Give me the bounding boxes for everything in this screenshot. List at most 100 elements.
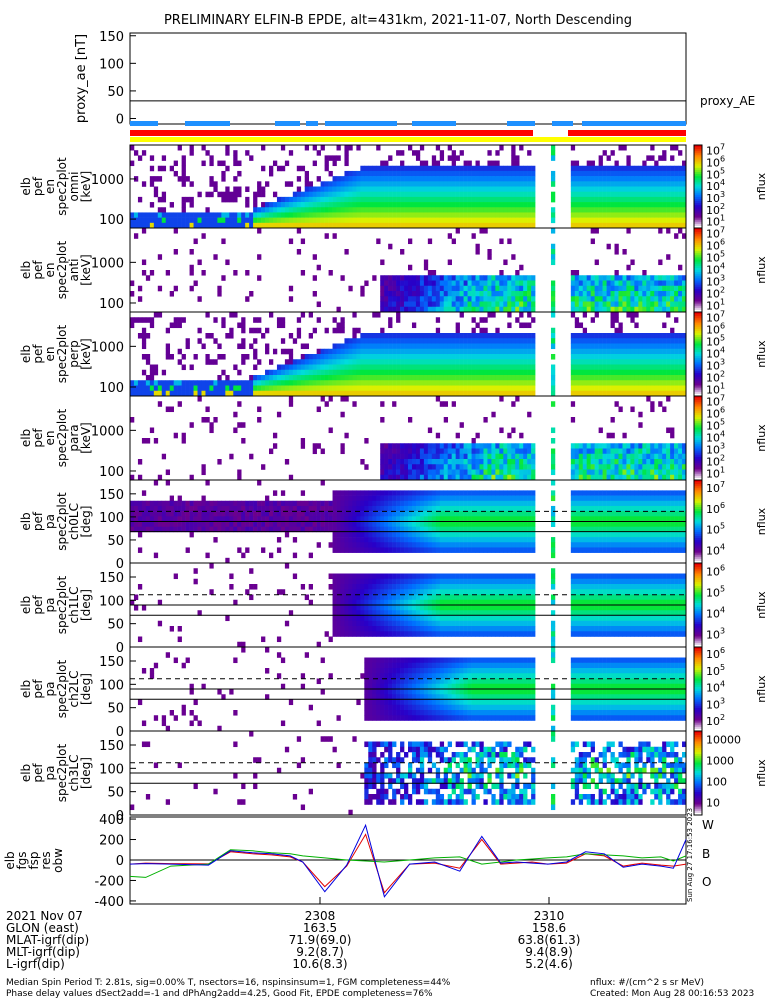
spectrogram-cell [443, 375, 449, 381]
spectrogram-cell [249, 516, 254, 522]
spectrogram-cell [209, 359, 214, 365]
spectrogram-cell [463, 186, 468, 192]
spectrogram-cell [400, 474, 405, 481]
spectrogram-cell [658, 301, 663, 308]
spectrogram-cell [213, 222, 218, 229]
spectrogram-cell [455, 359, 460, 365]
spectrogram-cell [483, 291, 488, 297]
spectrogram-cell [654, 306, 659, 313]
spectrogram-cell [670, 327, 675, 334]
spectrogram-cell [439, 364, 445, 371]
spectrogram-cell [408, 547, 413, 553]
spectrogram-cell [435, 145, 441, 151]
spectrogram-cell [606, 390, 611, 397]
spectrogram-cell [352, 359, 357, 365]
spectrogram-cell [396, 526, 401, 533]
spectrogram-cell [427, 505, 433, 512]
spectrogram-cell [570, 191, 576, 198]
spectrogram-cell [586, 207, 591, 213]
spectrogram-cell [578, 207, 584, 213]
spectrogram-cell [133, 516, 139, 522]
spectrogram-cell [415, 537, 421, 543]
proxy-ae-ylabel: proxy_ae [nT] [74, 34, 89, 123]
spectrogram-cell [221, 196, 226, 203]
spectrogram-cell [570, 375, 576, 381]
spectrogram-cell [229, 217, 234, 224]
spectrogram-cell [423, 217, 429, 224]
spectrogram-cell [280, 516, 286, 522]
spectrogram-cell [658, 155, 663, 161]
spectrogram-cell [578, 459, 584, 465]
spectrogram-cell [149, 380, 155, 386]
spectrogram-cell [678, 285, 683, 292]
spectrogram-cell [328, 222, 333, 229]
spectrogram-cell [161, 385, 167, 392]
spectrogram-cell [634, 375, 639, 381]
spectrogram-cell [372, 380, 377, 386]
spectrogram-cell [217, 291, 222, 297]
spectrogram-cell [384, 364, 389, 371]
spectrogram-cell [630, 369, 635, 376]
spectrogram-cell [670, 464, 675, 470]
spectrogram-cell [447, 443, 452, 449]
spectrogram-cell [479, 364, 484, 371]
spectrogram-cell [455, 385, 460, 392]
spectrogram-cell [614, 327, 619, 334]
spectrogram-cell [578, 196, 584, 203]
spectrogram-cell [515, 186, 520, 192]
colorbar-cell [694, 307, 702, 311]
spectrogram-cell [550, 338, 556, 344]
spectrogram-cell [427, 469, 433, 476]
spectrogram-cell [225, 196, 230, 203]
spectrogram-cell [201, 526, 206, 533]
spectrogram-cell [638, 301, 643, 308]
colorbar-cell [694, 377, 702, 380]
spectrogram-cell [145, 275, 151, 281]
spectrogram-cell [550, 181, 556, 187]
spectrogram-cell [598, 443, 603, 449]
spectrogram-cell [427, 343, 433, 350]
spectrogram-cell [213, 317, 218, 323]
spectrogram-cell [598, 217, 603, 224]
spectrogram-cell [280, 500, 286, 507]
spectrogram-cell [376, 526, 381, 533]
spectrogram-cell [578, 170, 584, 177]
spectrogram-cell [634, 464, 639, 470]
spectrogram-cell [269, 380, 274, 386]
spectrogram-cell [471, 222, 476, 229]
spectrogram-cell [507, 385, 512, 392]
spectrogram-cell [527, 385, 532, 392]
spectrogram-cell [479, 217, 484, 224]
spectrogram-cell [415, 285, 421, 292]
spectrogram-cell [455, 500, 460, 507]
spectrogram-cell [153, 500, 159, 507]
spectrogram-cell [431, 301, 437, 308]
spectrogram-cell [443, 521, 449, 527]
spectrogram-cell [638, 170, 643, 177]
spectrogram-cell [479, 474, 484, 481]
spectrogram-cell [662, 343, 667, 350]
spectrogram-cell [348, 348, 353, 355]
spectrogram-cell [638, 280, 643, 287]
spectrogram-cell [582, 275, 588, 281]
spectrogram-cell [423, 191, 429, 198]
spectrogram-cell [674, 380, 679, 386]
spectrogram-cell [173, 390, 178, 397]
spectrogram-cell [642, 385, 647, 392]
spectrogram-cell [185, 176, 190, 182]
spectrogram-cell [411, 348, 417, 355]
ylabel-line: spec2plot [55, 408, 69, 467]
spectrogram-cell [257, 390, 262, 397]
spectrogram-cell [439, 176, 445, 182]
spectrogram-cell [137, 511, 143, 517]
colorbar-cell [694, 223, 702, 227]
spectrogram-cell [181, 526, 186, 533]
spectrogram-cell [380, 301, 385, 308]
spectrogram-cell [630, 207, 635, 213]
spectrogram-cell [292, 375, 298, 381]
spectrogram-cell [582, 312, 588, 318]
spectrogram-cell [654, 301, 659, 308]
spectrogram-cell [439, 531, 445, 538]
spectrogram-cell [642, 165, 647, 172]
colorbar-cell [694, 324, 702, 328]
